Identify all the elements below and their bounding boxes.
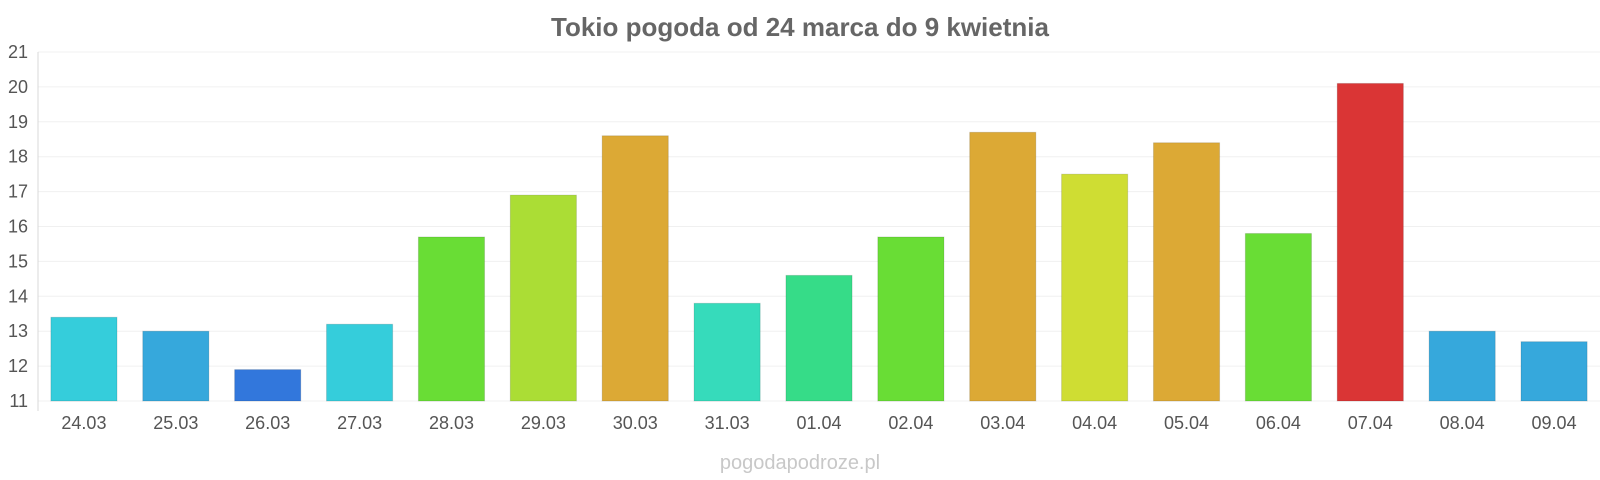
- bar-07.04: [1336, 82, 1404, 402]
- bar-26.03: [234, 369, 302, 402]
- y-tick-label: 14: [8, 286, 28, 306]
- x-tick-label: 08.04: [1440, 413, 1485, 433]
- x-tick-label: 27.03: [337, 413, 382, 433]
- bar-04.04: [1061, 173, 1129, 402]
- x-tick-label: 09.04: [1532, 413, 1577, 433]
- bar-24.03: [50, 316, 118, 402]
- y-tick-label: 12: [8, 356, 28, 376]
- x-tick-label: 30.03: [613, 413, 658, 433]
- bar-05.04: [1152, 142, 1221, 402]
- x-tick-label: 07.04: [1348, 413, 1393, 433]
- y-tick-label: 20: [8, 77, 28, 97]
- chart-title: Tokio pogoda od 24 marca do 9 kwietnia: [551, 12, 1049, 42]
- bar-30.03: [601, 135, 669, 402]
- x-axis: 24.03 25.03 26.03 27.03 28.03 29.03 30.03 31.03…: [61, 413, 1576, 433]
- bar-29.03: [509, 194, 577, 402]
- y-tick-label: 19: [8, 112, 28, 132]
- y-tick-label: 15: [8, 251, 28, 271]
- y-axis: 11 12 13 14 15 16 17 18 19 20 21: [8, 42, 39, 411]
- y-tick-label: 11: [9, 391, 28, 411]
- bar-09.04: [1520, 341, 1588, 402]
- x-tick-label: 04.04: [1072, 413, 1117, 433]
- x-tick-label: 26.03: [245, 413, 290, 433]
- x-tick-label: 06.04: [1256, 413, 1301, 433]
- y-tick-label: 18: [8, 147, 28, 167]
- y-tick-label: 16: [8, 217, 28, 237]
- bar-02.04: [877, 236, 945, 402]
- bar-31.03: [693, 302, 761, 402]
- bar-28.03: [417, 236, 486, 402]
- y-tick-label: 13: [8, 321, 28, 341]
- x-tick-label: 28.03: [429, 413, 474, 433]
- bar-27.03: [326, 323, 394, 402]
- x-tick-label: 29.03: [521, 413, 566, 433]
- x-tick-label: 03.04: [980, 413, 1025, 433]
- bars: [50, 82, 1588, 402]
- bar-08.04: [1428, 330, 1496, 402]
- y-tick-label: 21: [8, 42, 28, 62]
- bar-06.04: [1244, 232, 1312, 402]
- y-tick-label: 17: [8, 182, 28, 202]
- x-tick-label: 25.03: [153, 413, 198, 433]
- bar-03.04: [969, 131, 1037, 402]
- x-tick-label: 24.03: [61, 413, 106, 433]
- x-tick-label: 31.03: [705, 413, 750, 433]
- x-tick-label: 02.04: [888, 413, 933, 433]
- x-tick-label: 01.04: [796, 413, 841, 433]
- bar-01.04: [785, 274, 853, 402]
- x-tick-label: 05.04: [1164, 413, 1209, 433]
- bar-25.03: [142, 330, 210, 402]
- watermark-text: pogodapodroze.pl: [720, 452, 880, 474]
